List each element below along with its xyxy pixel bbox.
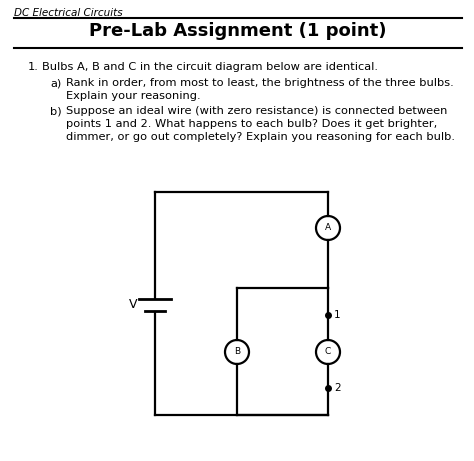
Text: B: B bbox=[234, 348, 240, 356]
Text: Rank in order, from most to least, the brightness of the three bulbs.: Rank in order, from most to least, the b… bbox=[66, 78, 454, 88]
Text: DC Electrical Circuits: DC Electrical Circuits bbox=[14, 8, 123, 18]
Text: Bulbs A, B and C in the circuit diagram below are identical.: Bulbs A, B and C in the circuit diagram … bbox=[42, 62, 378, 72]
Text: Explain your reasoning.: Explain your reasoning. bbox=[66, 91, 201, 101]
Text: a): a) bbox=[50, 78, 61, 88]
Text: Suppose an ideal wire (with zero resistance) is connected between: Suppose an ideal wire (with zero resista… bbox=[66, 106, 447, 116]
Text: dimmer, or go out completely? Explain you reasoning for each bulb.: dimmer, or go out completely? Explain yo… bbox=[66, 132, 455, 142]
Text: 1: 1 bbox=[334, 310, 341, 320]
Text: points 1 and 2. What happens to each bulb? Does it get brighter,: points 1 and 2. What happens to each bul… bbox=[66, 119, 437, 129]
Text: C: C bbox=[325, 348, 331, 356]
Text: Pre-Lab Assignment (1 point): Pre-Lab Assignment (1 point) bbox=[89, 22, 387, 40]
Text: A: A bbox=[325, 224, 331, 232]
Text: b): b) bbox=[50, 106, 62, 116]
Text: 1.: 1. bbox=[28, 62, 39, 72]
Text: 2: 2 bbox=[334, 383, 341, 393]
Text: V: V bbox=[129, 299, 137, 312]
